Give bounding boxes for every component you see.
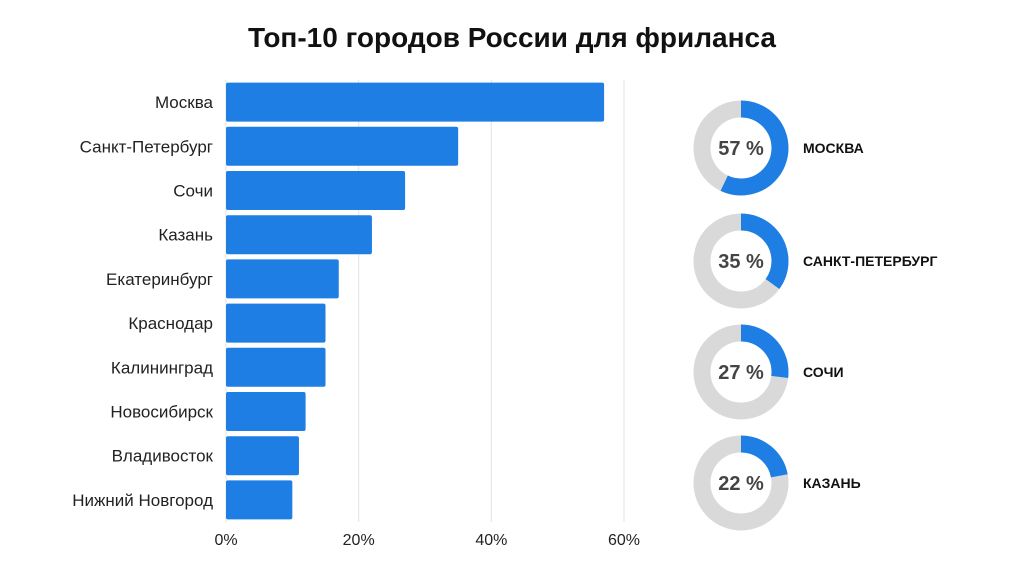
- bar: [226, 347, 326, 387]
- donut-slice: [693, 435, 789, 531]
- x-axis-ticks: 0% 20% 40% 60%: [214, 532, 640, 549]
- x-tick-label: 20%: [343, 532, 375, 549]
- chart-title: Топ-10 городов России для фриланса: [247, 22, 777, 53]
- donut-city-label: СОЧИ: [803, 364, 844, 380]
- x-tick-label: 60%: [608, 532, 640, 549]
- donut-slice: [693, 324, 789, 420]
- x-tick-label: 40%: [475, 532, 507, 549]
- bar: [226, 436, 299, 476]
- donut-slice: [693, 100, 789, 196]
- bar: [226, 480, 293, 520]
- donut-percent-label: 57 %: [718, 138, 764, 160]
- donut-chart: 57 % МОСКВА: [693, 100, 864, 196]
- donut-percent-label: 22 %: [718, 473, 764, 495]
- donut-percent-label: 35 %: [718, 251, 764, 273]
- bar: [226, 259, 339, 299]
- category-label: Сочи: [173, 182, 213, 201]
- donut-slice: [693, 213, 789, 309]
- bar: [226, 126, 459, 166]
- donut-city-label: МОСКВА: [803, 140, 864, 156]
- donut-percent-label: 27 %: [718, 362, 764, 384]
- category-label: Калининград: [111, 358, 213, 377]
- category-labels: Москва Санкт-Петербург Сочи Казань Екатеринб…: [72, 93, 213, 510]
- donut-city-label: КАЗАНЬ: [803, 475, 861, 491]
- bar-series: [226, 82, 605, 520]
- category-label: Казань: [158, 226, 213, 245]
- category-label: Новосибирск: [110, 403, 213, 422]
- bar: [226, 303, 326, 343]
- category-label: Нижний Новгород: [72, 491, 213, 510]
- bar: [226, 215, 372, 255]
- x-tick-label: 0%: [214, 532, 237, 549]
- donut-city-label: САНКТ-ПЕТЕРБУРГ: [803, 253, 937, 269]
- category-label: Москва: [155, 93, 214, 112]
- category-label: Екатеринбург: [106, 270, 213, 289]
- category-label: Краснодар: [128, 314, 213, 333]
- bar: [226, 82, 605, 122]
- donut-charts: 57 % МОСКВА 35 % САНКТ-ПЕТЕРБУРГ 27 % СОЧИ 22 …: [693, 100, 937, 531]
- donut-chart: 35 % САНКТ-ПЕТЕРБУРГ: [693, 213, 937, 309]
- category-label: Санкт-Петербург: [80, 137, 213, 156]
- bar: [226, 392, 306, 431]
- donut-chart: 27 % СОЧИ: [693, 324, 844, 420]
- bar: [226, 171, 406, 210]
- category-label: Владивосток: [112, 447, 214, 466]
- donut-chart: 22 % КАЗАНЬ: [693, 435, 861, 531]
